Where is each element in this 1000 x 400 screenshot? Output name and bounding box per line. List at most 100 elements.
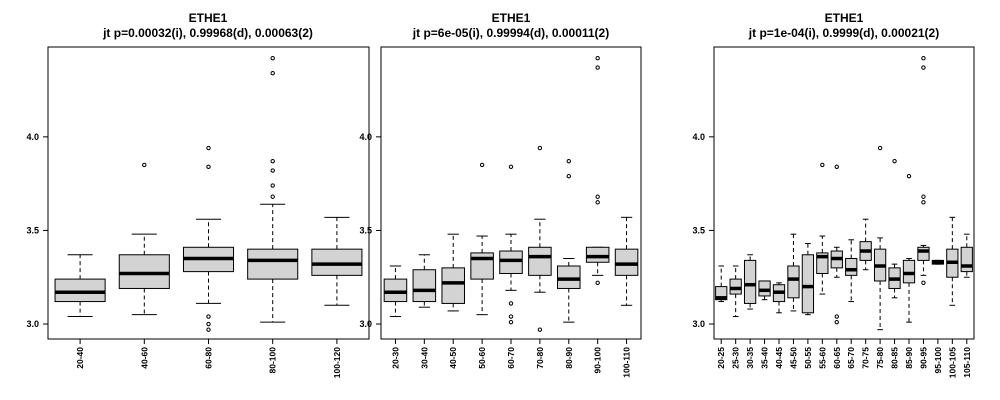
panel-2-category-label: 100-110 bbox=[622, 347, 632, 378]
panel-3-box bbox=[816, 252, 829, 274]
panel-1-category-label: 20-40 bbox=[75, 347, 85, 369]
panel-2-outlier-point bbox=[595, 56, 600, 61]
panel-2-y-tick-label: 3.0 bbox=[359, 319, 372, 329]
panel-1-box bbox=[118, 254, 170, 289]
panel-2-title: ETHE1 bbox=[492, 11, 531, 25]
panel-2-outlier-point bbox=[508, 164, 514, 169]
panel-3-outlier-point bbox=[834, 164, 839, 169]
panel-2-outlier-point bbox=[595, 200, 600, 205]
panel-3-outlier-point bbox=[834, 314, 839, 319]
panel-2-category-label: 90-100 bbox=[593, 347, 603, 374]
panel-2-box bbox=[614, 248, 639, 276]
panel-1-outlier-point bbox=[206, 145, 211, 151]
panel-3-outlier-point bbox=[892, 158, 897, 164]
panel-3-category-label: 105-110 bbox=[962, 347, 972, 378]
panel-2-outlier-point bbox=[508, 301, 514, 306]
panel-1-category-label: 40-60 bbox=[139, 347, 149, 369]
panel-2-category-label: 60-70 bbox=[506, 347, 516, 369]
panel-2-plot-area: 3.0 3.5 4.0 20-30 30-40 40-50 50-60 60-70 70-80 8… bbox=[359, 46, 642, 378]
panel-1-subtitle: jt p=0.00032(i), 0.99968(d), 0.00063(2) bbox=[102, 26, 313, 40]
panel-3-frame bbox=[713, 46, 975, 340]
panel-3-outlier-point bbox=[906, 173, 912, 179]
panel-3-box bbox=[902, 259, 916, 284]
panel-1-category-label: 100-120 bbox=[332, 347, 342, 378]
panel-3-category-label: 80-85 bbox=[890, 347, 900, 369]
panel-2-box bbox=[557, 265, 581, 289]
panel-1-box bbox=[311, 248, 363, 276]
panel-3-category-label: 35-40 bbox=[760, 347, 770, 369]
panel-2-category-label: 50-60 bbox=[477, 347, 487, 369]
panel-3-plot-area: 3.0 3.5 4.0 20-25 25-30 30-35 35-40 40-45 45-50 5… bbox=[692, 46, 975, 378]
panel-2-box bbox=[585, 246, 610, 263]
panel-2-y-tick-label: 3.5 bbox=[359, 225, 372, 235]
panel-2-outlier-point bbox=[566, 173, 571, 179]
panel-3-box bbox=[758, 280, 771, 297]
panel-1-outlier-point bbox=[270, 168, 275, 173]
panel-1-outlier-point bbox=[206, 164, 211, 169]
panel-3-category-label: 45-50 bbox=[788, 347, 798, 369]
panel-1-outlier-point bbox=[206, 327, 211, 332]
panel-3-box bbox=[715, 286, 728, 301]
panel-2: ETHE1 jt p=6e-05(i), 0.99994(d), 0.00011… bbox=[359, 11, 642, 378]
panel-3-outlier-point bbox=[921, 194, 926, 199]
panel-3-y-tick-label: 3.0 bbox=[692, 319, 705, 329]
panel-3-category-label: 25-30 bbox=[731, 347, 741, 369]
panel-2-outlier-point bbox=[595, 280, 600, 286]
panel-2-box bbox=[499, 250, 523, 274]
panel-2-outlier-point bbox=[537, 327, 543, 332]
panel-3-outlier-point bbox=[921, 65, 926, 70]
panel-3-outlier-point bbox=[921, 280, 926, 286]
panel-3-category-label: 90-95 bbox=[918, 347, 928, 369]
panel-2-outlier-point bbox=[508, 319, 514, 325]
panel-1-category-label: 60-80 bbox=[204, 347, 214, 369]
panel-1-plot-area: 3.0 3.5 4.0 20-40 40-60 60-80 80-100 100-120 bbox=[26, 46, 370, 378]
panel-1-outlier-point bbox=[206, 314, 211, 319]
panel-1-y-tick-label: 3.5 bbox=[26, 225, 39, 235]
panel-2-outlier-point bbox=[595, 194, 600, 199]
panel-2-category-label: 20-30 bbox=[390, 347, 400, 369]
panel-1-outlier-point bbox=[206, 321, 211, 327]
panel-3-category-label: 65-70 bbox=[846, 347, 856, 369]
panel-3-box bbox=[960, 246, 973, 273]
panel-2-category-label: 30-40 bbox=[419, 347, 429, 369]
panel-3-box bbox=[743, 259, 757, 304]
panel-3-box bbox=[787, 265, 800, 299]
panel-1: ETHE1 jt p=0.00032(i), 0.99968(d), 0.000… bbox=[26, 11, 370, 378]
panel-2-box bbox=[441, 267, 465, 304]
panel-3-outlier-point bbox=[820, 162, 825, 168]
panel-2-category-label: 80-90 bbox=[564, 347, 574, 369]
panel-3-box bbox=[801, 254, 815, 314]
panel-3-outlier-point bbox=[921, 56, 926, 61]
panel-1-category-label: 80-100 bbox=[268, 347, 278, 374]
panel-2-outlier-point bbox=[537, 145, 543, 151]
panel-1-outlier-point bbox=[270, 56, 275, 61]
panel-2-category-label: 70-80 bbox=[535, 347, 545, 369]
panel-2-category-label: 40-50 bbox=[448, 347, 458, 369]
panel-3-outlier-point bbox=[921, 200, 926, 205]
panel-3-category-label: 95-100 bbox=[933, 347, 943, 374]
panel-2-box bbox=[412, 269, 437, 303]
panel-3-box bbox=[917, 246, 930, 261]
panel-1-box bbox=[247, 248, 299, 280]
panel-2-box bbox=[528, 246, 552, 276]
panel-3-y-tick-label: 4.0 bbox=[692, 132, 705, 142]
panel-3-category-label: 40-45 bbox=[774, 347, 784, 369]
panel-2-outlier-point bbox=[508, 314, 514, 319]
panel-3-outlier-point bbox=[877, 145, 883, 151]
panel-3-category-label: 55-60 bbox=[817, 347, 827, 369]
panel-3: ETHE1 jt p=1e-04(i), 0.9999(d), 0.00021(… bbox=[692, 11, 975, 378]
panel-2-outlier-point bbox=[595, 65, 600, 70]
panel-3-outlier-point bbox=[834, 319, 839, 325]
panel-2-subtitle: jt p=6e-05(i), 0.99994(d), 0.00011(2) bbox=[412, 26, 609, 40]
panel-1-title: ETHE1 bbox=[189, 11, 228, 25]
panel-3-category-label: 60-65 bbox=[832, 347, 842, 369]
panel-3-category-label: 75-80 bbox=[875, 347, 885, 369]
panel-1-outlier-point bbox=[270, 158, 275, 164]
panel-3-category-label: 30-35 bbox=[745, 347, 755, 369]
panel-3-box bbox=[729, 278, 742, 295]
panel-1-outlier-point bbox=[270, 194, 275, 199]
panel-1-outlier-point bbox=[270, 183, 275, 188]
panel-1-box bbox=[54, 278, 106, 303]
panel-1-y-tick-label: 3.0 bbox=[26, 319, 39, 329]
